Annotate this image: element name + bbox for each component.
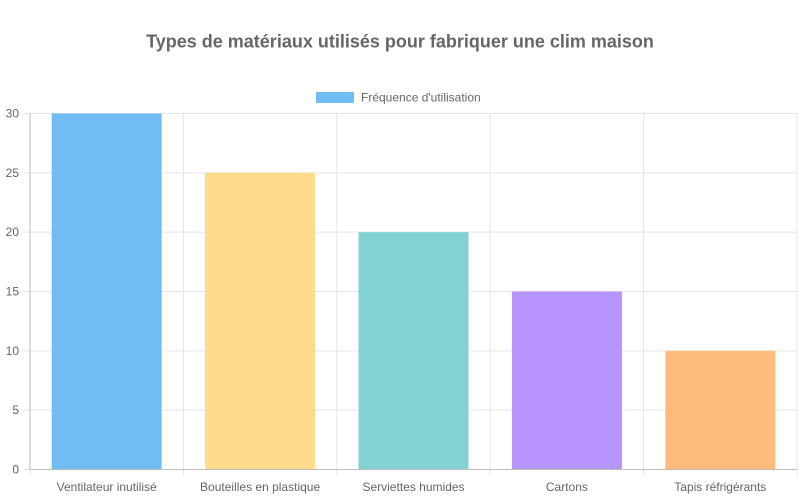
y-tick-label: 0 (12, 463, 19, 477)
bars (51, 113, 776, 470)
x-tick-label: Bouteilles en plastique (200, 480, 320, 494)
legend[interactable]: Fréquence d'utilisation (316, 91, 481, 105)
bar[interactable] (511, 291, 622, 470)
x-tick-label: Ventilateur inutilisé (57, 480, 157, 494)
bar[interactable] (51, 113, 162, 470)
x-tick-label: Tapis réfrigérants (674, 480, 766, 494)
axes (29, 113, 797, 470)
y-tick-label: 5 (12, 403, 19, 417)
legend-label: Fréquence d'utilisation (361, 91, 481, 105)
x-tick-label: Cartons (546, 480, 588, 494)
x-axis-ticks: Ventilateur inutilisé Bouteilles en plast… (57, 480, 767, 494)
y-tick-label: 30 (6, 107, 20, 121)
chart-title: Types de matériaux utilisés pour fabriqu… (146, 32, 654, 52)
y-tick-label: 15 (6, 285, 20, 299)
y-tick-label: 20 (6, 225, 20, 239)
bar[interactable] (358, 232, 469, 470)
bar[interactable] (205, 172, 316, 470)
legend-swatch (316, 92, 354, 103)
y-tick-label: 10 (6, 344, 20, 358)
y-axis-ticks: 0 5 10 15 20 25 30 (6, 107, 20, 477)
y-tick-label: 25 (6, 166, 20, 180)
bar[interactable] (665, 350, 776, 470)
x-tick-label: Serviettes humides (362, 480, 464, 494)
